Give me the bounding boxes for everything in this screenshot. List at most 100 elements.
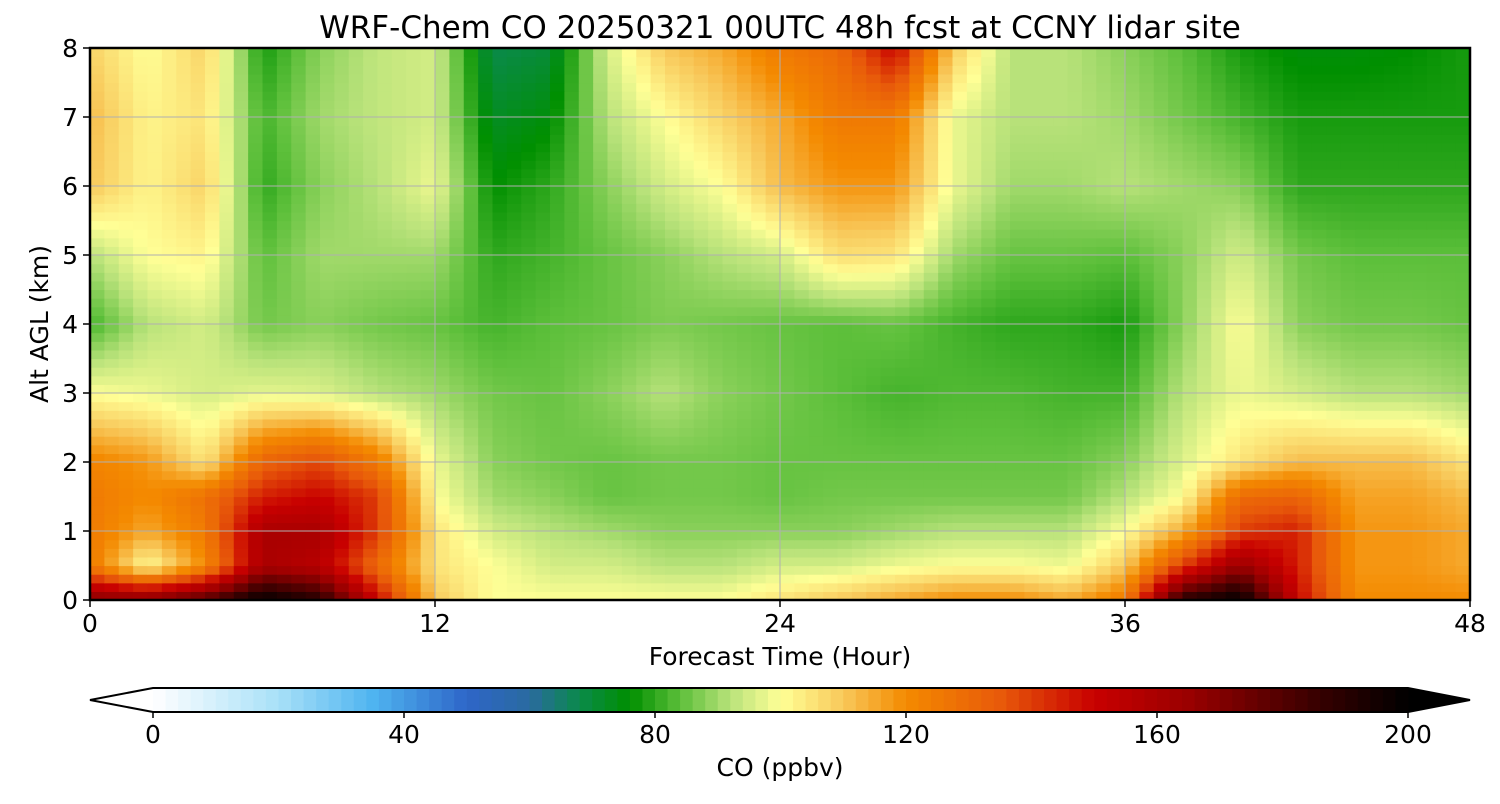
heatmap-cell	[1196, 582, 1212, 592]
heatmap-cell	[736, 513, 752, 523]
heatmap-cell	[262, 513, 278, 523]
heatmap-cell	[1268, 375, 1284, 385]
heatmap-cell	[1038, 246, 1054, 256]
heatmap-cell	[506, 444, 522, 454]
heatmap-cell	[837, 367, 853, 377]
heatmap-cell	[406, 505, 422, 515]
heatmap-cell	[1268, 591, 1284, 601]
heatmap-cell	[995, 384, 1011, 394]
heatmap-cell	[90, 496, 105, 506]
heatmap-cell	[1110, 194, 1126, 204]
heatmap-cell	[1268, 358, 1284, 368]
heatmap-cell	[205, 168, 220, 178]
heatmap-cell	[650, 246, 666, 256]
heatmap-cell	[1081, 522, 1097, 532]
heatmap-cell	[923, 289, 939, 299]
heatmap-cell	[377, 539, 393, 549]
heatmap-cell	[147, 479, 163, 489]
heatmap-cell	[377, 203, 393, 213]
heatmap-cell	[176, 358, 192, 368]
heatmap-cell	[1096, 306, 1112, 316]
heatmap-cell	[1110, 272, 1126, 282]
heatmap-cell	[880, 211, 896, 222]
heatmap-cell	[1326, 203, 1342, 213]
heatmap-cell	[1455, 186, 1471, 196]
heatmap-cell	[736, 151, 752, 161]
heatmap-cell	[262, 280, 278, 291]
heatmap-cell	[1369, 393, 1385, 403]
heatmap-cell	[435, 280, 450, 291]
heatmap-cell	[1340, 393, 1356, 403]
heatmap-cell	[1240, 444, 1255, 454]
heatmap-cell	[1168, 470, 1184, 480]
heatmap-cell	[708, 444, 724, 454]
heatmap-cell	[751, 332, 767, 342]
heatmap-cell	[1355, 246, 1370, 256]
heatmap-cell	[176, 522, 192, 532]
heatmap-cell	[435, 384, 450, 394]
heatmap-cell	[751, 237, 767, 247]
heatmap-cell	[133, 393, 149, 403]
heatmap-cell	[1455, 298, 1471, 308]
heatmap-cell	[1067, 358, 1083, 368]
heatmap-cell	[995, 462, 1011, 472]
heatmap-cell	[161, 332, 177, 342]
heatmap-cell	[823, 479, 839, 489]
heatmap-cell	[1412, 487, 1428, 498]
heatmap-cell	[650, 505, 666, 515]
heatmap-cell	[1153, 186, 1169, 196]
heatmap-cell	[1383, 522, 1399, 532]
heatmap-cell	[205, 418, 220, 429]
heatmap-cell	[736, 263, 752, 273]
heatmap-cell	[506, 332, 522, 342]
heatmap-cell	[1283, 298, 1299, 308]
heatmap-cell	[708, 255, 724, 265]
heatmap-cell	[765, 436, 781, 446]
heatmap-cell	[1211, 384, 1227, 394]
heatmap-cell	[1053, 220, 1069, 230]
heatmap-cell	[1326, 151, 1342, 161]
heatmap-cell	[981, 349, 997, 360]
heatmap-cell	[176, 591, 192, 601]
heatmap-cell	[104, 375, 120, 385]
heatmap-cell	[708, 246, 724, 256]
heatmap-cell	[276, 375, 292, 385]
heatmap-cell	[693, 315, 709, 325]
heatmap-cell	[708, 229, 724, 239]
heatmap-cell	[1254, 479, 1270, 489]
heatmap-cell	[966, 160, 982, 170]
heatmap-cell	[506, 220, 522, 230]
heatmap-cell	[133, 574, 149, 584]
heatmap-cell	[90, 280, 105, 291]
heatmap-cell	[1254, 444, 1270, 454]
heatmap-cell	[607, 522, 623, 532]
heatmap-cell	[952, 367, 968, 377]
heatmap-cell	[578, 160, 594, 170]
heatmap-cell	[161, 479, 177, 489]
heatmap-cell	[693, 280, 709, 291]
heatmap-cell	[851, 453, 867, 463]
heatmap-cell	[1024, 237, 1040, 247]
heatmap-cell	[1311, 203, 1327, 213]
heatmap-cell	[1125, 513, 1140, 523]
heatmap-cell	[506, 186, 522, 196]
heatmap-cell	[320, 332, 335, 342]
heatmap-cell	[636, 151, 652, 161]
heatmap-cell	[1268, 531, 1284, 541]
heatmap-cell	[435, 505, 450, 515]
heatmap-cell	[1125, 272, 1140, 282]
heatmap-cell	[1139, 556, 1155, 567]
heatmap-cell	[205, 151, 220, 161]
heatmap-cell	[794, 203, 810, 213]
heatmap-cell	[161, 315, 177, 325]
heatmap-cell	[305, 513, 321, 523]
heatmap-cell	[334, 582, 350, 592]
heatmap-cell	[621, 168, 637, 178]
heatmap-cell	[722, 367, 738, 377]
heatmap-cell	[1326, 289, 1342, 299]
heatmap-cell	[305, 436, 321, 446]
heatmap-cell	[449, 548, 465, 558]
heatmap-cell	[621, 203, 637, 213]
heatmap-cell	[478, 315, 494, 325]
heatmap-cell	[1067, 332, 1083, 342]
